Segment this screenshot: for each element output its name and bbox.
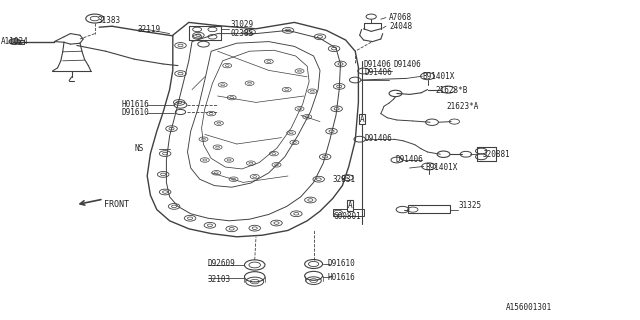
Text: 32119: 32119 — [138, 25, 161, 34]
Bar — [333, 209, 364, 216]
Text: D91610: D91610 — [122, 108, 149, 116]
Text: 31029: 31029 — [230, 20, 253, 29]
Text: 24048: 24048 — [389, 22, 412, 31]
Text: H01616: H01616 — [328, 273, 355, 282]
Text: 0238S: 0238S — [230, 29, 253, 38]
Text: 32103: 32103 — [208, 275, 231, 284]
Text: D91406: D91406 — [394, 60, 421, 68]
Text: G00801: G00801 — [334, 212, 362, 221]
Text: D91406: D91406 — [365, 134, 392, 143]
Text: 31325: 31325 — [458, 201, 481, 210]
Text: H01616: H01616 — [122, 100, 149, 109]
Text: D91406: D91406 — [365, 68, 392, 76]
Text: 32831: 32831 — [333, 175, 356, 184]
Text: A: A — [348, 201, 353, 210]
Circle shape — [9, 39, 20, 44]
Text: 31383: 31383 — [97, 16, 120, 25]
Text: 21623*A: 21623*A — [447, 102, 479, 111]
Text: NS: NS — [134, 144, 143, 153]
Text: J20881: J20881 — [483, 150, 510, 159]
Text: A7068: A7068 — [389, 13, 412, 22]
Text: FRONT: FRONT — [104, 200, 129, 209]
Text: B91401X: B91401X — [422, 72, 455, 81]
Text: D92609: D92609 — [208, 260, 236, 268]
Text: D91406: D91406 — [364, 60, 391, 68]
Text: 21623*B: 21623*B — [435, 86, 468, 95]
Text: A: A — [360, 115, 365, 124]
Bar — [408, 205, 450, 213]
Text: D91406: D91406 — [396, 155, 423, 164]
Text: B91401X: B91401X — [426, 163, 458, 172]
Text: D91610: D91610 — [328, 259, 355, 268]
Text: A156001301: A156001301 — [506, 303, 552, 312]
Text: A11024: A11024 — [1, 37, 29, 46]
